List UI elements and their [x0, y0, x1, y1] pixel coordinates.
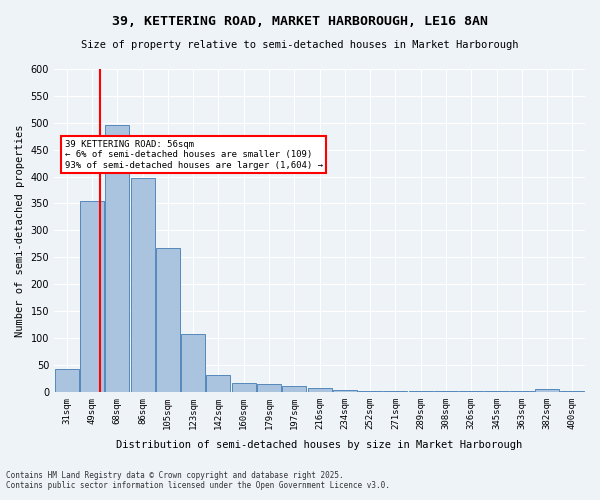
- Bar: [459, 391, 483, 392]
- Bar: [131, 178, 155, 392]
- Y-axis label: Number of semi-detached properties: Number of semi-detached properties: [15, 124, 25, 336]
- Bar: [308, 388, 332, 392]
- Bar: [80, 201, 104, 392]
- Bar: [560, 390, 584, 392]
- Bar: [156, 248, 180, 392]
- Bar: [333, 390, 357, 392]
- X-axis label: Distribution of semi-detached houses by size in Market Harborough: Distribution of semi-detached houses by …: [116, 440, 523, 450]
- Bar: [55, 369, 79, 392]
- Bar: [282, 386, 306, 392]
- Text: Contains HM Land Registry data © Crown copyright and database right 2025.
Contai: Contains HM Land Registry data © Crown c…: [6, 470, 390, 490]
- Bar: [181, 334, 205, 392]
- Text: Size of property relative to semi-detached houses in Market Harborough: Size of property relative to semi-detach…: [81, 40, 519, 50]
- Text: 39, KETTERING ROAD, MARKET HARBOROUGH, LE16 8AN: 39, KETTERING ROAD, MARKET HARBOROUGH, L…: [112, 15, 488, 28]
- Bar: [409, 390, 433, 392]
- Bar: [383, 390, 407, 392]
- Bar: [257, 384, 281, 392]
- Bar: [510, 391, 534, 392]
- Text: 39 KETTERING ROAD: 56sqm
← 6% of semi-detached houses are smaller (109)
93% of s: 39 KETTERING ROAD: 56sqm ← 6% of semi-de…: [65, 140, 323, 170]
- Bar: [484, 391, 509, 392]
- Bar: [434, 391, 458, 392]
- Bar: [358, 390, 382, 392]
- Bar: [206, 374, 230, 392]
- Bar: [535, 389, 559, 392]
- Bar: [105, 126, 129, 392]
- Bar: [232, 382, 256, 392]
